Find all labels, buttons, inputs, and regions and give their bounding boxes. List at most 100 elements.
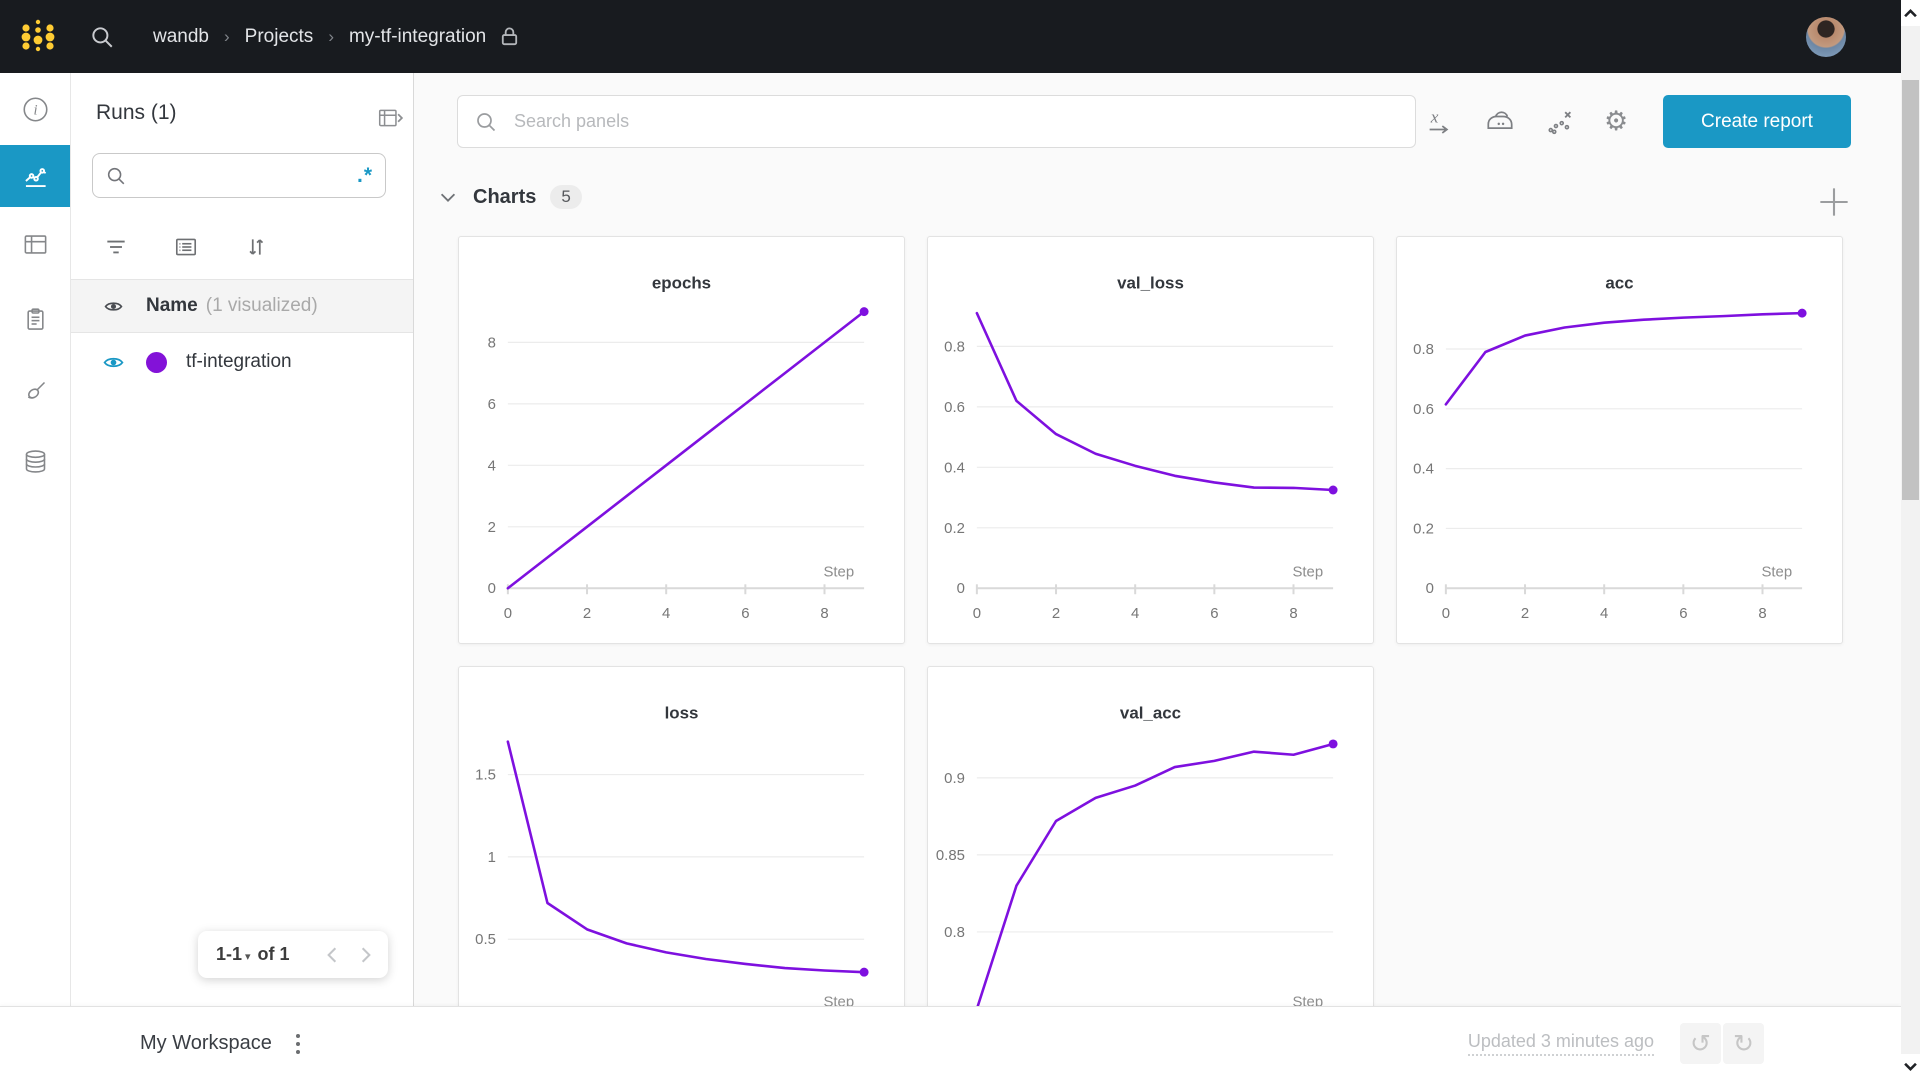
scroll-down-arrow[interactable] bbox=[1901, 1054, 1920, 1080]
undo-button[interactable]: ↺ bbox=[1680, 1023, 1721, 1064]
panel-search-input[interactable] bbox=[512, 110, 1401, 133]
expand-runs-table-button[interactable] bbox=[377, 105, 403, 131]
run-color-dot[interactable] bbox=[146, 351, 167, 373]
filter-icon[interactable] bbox=[103, 234, 129, 260]
line-chart-icon bbox=[24, 167, 46, 187]
svg-text:4: 4 bbox=[1600, 605, 1608, 622]
svg-text:2: 2 bbox=[583, 605, 591, 622]
wandb-logo[interactable] bbox=[15, 14, 61, 60]
sidebar-item-reports[interactable] bbox=[0, 288, 70, 350]
svg-text:Step: Step bbox=[1761, 563, 1792, 580]
runs-actions-row bbox=[70, 221, 413, 273]
svg-text:8: 8 bbox=[488, 334, 496, 351]
breadcrumb-entity[interactable]: wandb bbox=[153, 25, 209, 47]
svg-text:0.8: 0.8 bbox=[944, 338, 965, 355]
search-icon bbox=[107, 167, 125, 184]
settings-gear-icon[interactable]: ⚙ bbox=[1604, 106, 1629, 136]
chart-panel-epochs[interactable]: 0 2 4 6 8 0 2 4 6 8 Step epochs bbox=[458, 236, 905, 644]
svg-text:0: 0 bbox=[973, 605, 981, 622]
svg-text:0.9: 0.9 bbox=[944, 770, 965, 787]
svg-text:6: 6 bbox=[1210, 605, 1218, 622]
sidebar-item-artifacts[interactable] bbox=[0, 430, 70, 492]
table-expand-icon bbox=[378, 109, 403, 127]
footer-bar: My Workspace Updated 3 minutes ago ↺ ↻ bbox=[0, 1006, 1901, 1080]
svg-text:0.8: 0.8 bbox=[944, 924, 965, 941]
workspace-menu-kebab-icon[interactable] bbox=[290, 1028, 306, 1060]
charts-section-header: Charts 5 bbox=[437, 185, 582, 209]
scrollbar-thumb[interactable] bbox=[1902, 80, 1919, 500]
runs-pagination: 1-1 ▾ of 1 bbox=[198, 931, 388, 978]
svg-text:i: i bbox=[33, 102, 37, 118]
visualized-count-label: (1 visualized) bbox=[205, 295, 318, 316]
wandb-logo-dots bbox=[21, 19, 55, 51]
svg-text:epochs: epochs bbox=[652, 274, 711, 293]
sidebar-item-overview[interactable]: i bbox=[0, 78, 70, 140]
svg-text:loss: loss bbox=[665, 704, 699, 723]
svg-text:0: 0 bbox=[1426, 580, 1434, 597]
page-scrollbar[interactable] bbox=[1901, 0, 1920, 1080]
name-column-label: Name bbox=[146, 295, 198, 316]
sidebar-item-workspace[interactable] bbox=[0, 145, 70, 207]
sort-icon[interactable] bbox=[243, 234, 269, 260]
svg-text:val_loss: val_loss bbox=[1117, 274, 1184, 293]
breadcrumb-separator: › bbox=[328, 26, 334, 46]
svg-text:2: 2 bbox=[1052, 605, 1060, 622]
pagination-range: 1-1 bbox=[216, 944, 243, 964]
svg-text:acc: acc bbox=[1605, 274, 1633, 293]
breadcrumb: wandb › Projects › my-tf-integration bbox=[153, 25, 521, 48]
table-icon bbox=[24, 234, 46, 254]
chevron-down-icon[interactable] bbox=[437, 186, 459, 208]
svg-text:Step: Step bbox=[823, 563, 854, 580]
add-panel-icon[interactable] bbox=[1813, 181, 1855, 228]
svg-text:x: x bbox=[1430, 107, 1439, 126]
next-page-icon[interactable] bbox=[358, 946, 374, 964]
sidebar-item-table[interactable] bbox=[0, 213, 70, 275]
svg-text:0.6: 0.6 bbox=[1413, 401, 1434, 418]
runs-panel: Runs (1) .* bbox=[70, 73, 414, 1080]
svg-text:2: 2 bbox=[1521, 605, 1529, 622]
chart-panel-val_loss[interactable]: 0 0.2 0.4 0.6 0.8 0 2 4 6 8 Step val_loss bbox=[927, 236, 1374, 644]
svg-text:4: 4 bbox=[662, 605, 670, 622]
scroll-up-arrow[interactable] bbox=[1901, 0, 1920, 26]
runs-search-input[interactable] bbox=[133, 155, 351, 196]
breadcrumb-project-name[interactable]: my-tf-integration bbox=[348, 25, 487, 47]
user-avatar[interactable] bbox=[1806, 17, 1846, 57]
broom-icon bbox=[27, 381, 45, 399]
group-icon[interactable] bbox=[173, 234, 199, 260]
svg-text:0.4: 0.4 bbox=[944, 459, 965, 476]
svg-text:1.5: 1.5 bbox=[475, 767, 496, 784]
svg-text:4: 4 bbox=[488, 457, 496, 474]
outliers-scatter-icon[interactable] bbox=[1545, 107, 1575, 137]
charts-section-title[interactable]: Charts bbox=[473, 185, 537, 208]
prev-page-icon[interactable] bbox=[324, 946, 340, 964]
private-lock-icon bbox=[498, 25, 521, 48]
svg-text:0: 0 bbox=[488, 580, 496, 597]
sidebar-item-sweeps[interactable] bbox=[0, 360, 70, 422]
runs-name-header[interactable]: Name (1 visualized) bbox=[70, 279, 413, 333]
svg-text:0.4: 0.4 bbox=[1413, 461, 1434, 478]
svg-text:8: 8 bbox=[820, 605, 828, 622]
svg-text:val_acc: val_acc bbox=[1120, 704, 1181, 723]
svg-text:2: 2 bbox=[488, 519, 496, 536]
svg-text:6: 6 bbox=[1679, 605, 1687, 622]
workspace-main: x ⚙ Create report Charts 5 0 2 4 6 bbox=[413, 73, 1901, 1080]
smoothing-iron-icon[interactable] bbox=[1484, 106, 1516, 138]
charts-grid: 0 2 4 6 8 0 2 4 6 8 Step epochs 0 0.2 0.4 0.6 0.8 0 2 4 6 8 St… bbox=[458, 236, 1843, 1074]
svg-text:0.2: 0.2 bbox=[1413, 520, 1434, 537]
breadcrumb-projects[interactable]: Projects bbox=[244, 25, 314, 47]
chart-panel-acc[interactable]: 0 0.2 0.4 0.6 0.8 0 2 4 6 8 Step acc bbox=[1396, 236, 1843, 644]
top-navbar: wandb › Projects › my-tf-integration bbox=[0, 0, 1901, 73]
svg-text:0: 0 bbox=[957, 580, 965, 597]
global-search-icon[interactable] bbox=[89, 24, 115, 50]
redo-button[interactable]: ↻ bbox=[1723, 1023, 1764, 1064]
run-name[interactable]: tf-integration bbox=[186, 351, 292, 372]
run-visibility-eye-icon[interactable] bbox=[102, 353, 125, 372]
svg-text:0.6: 0.6 bbox=[944, 399, 965, 416]
create-report-button[interactable]: Create report bbox=[1663, 95, 1851, 148]
x-axis-settings-icon[interactable]: x bbox=[1425, 107, 1455, 137]
regex-toggle[interactable]: .* bbox=[356, 163, 373, 187]
page-size-caret-icon[interactable]: ▾ bbox=[245, 950, 251, 963]
run-row-tf-integration[interactable]: tf-integration bbox=[70, 333, 413, 391]
visibility-all-eye-icon[interactable] bbox=[103, 298, 124, 315]
svg-text:8: 8 bbox=[1289, 605, 1297, 622]
